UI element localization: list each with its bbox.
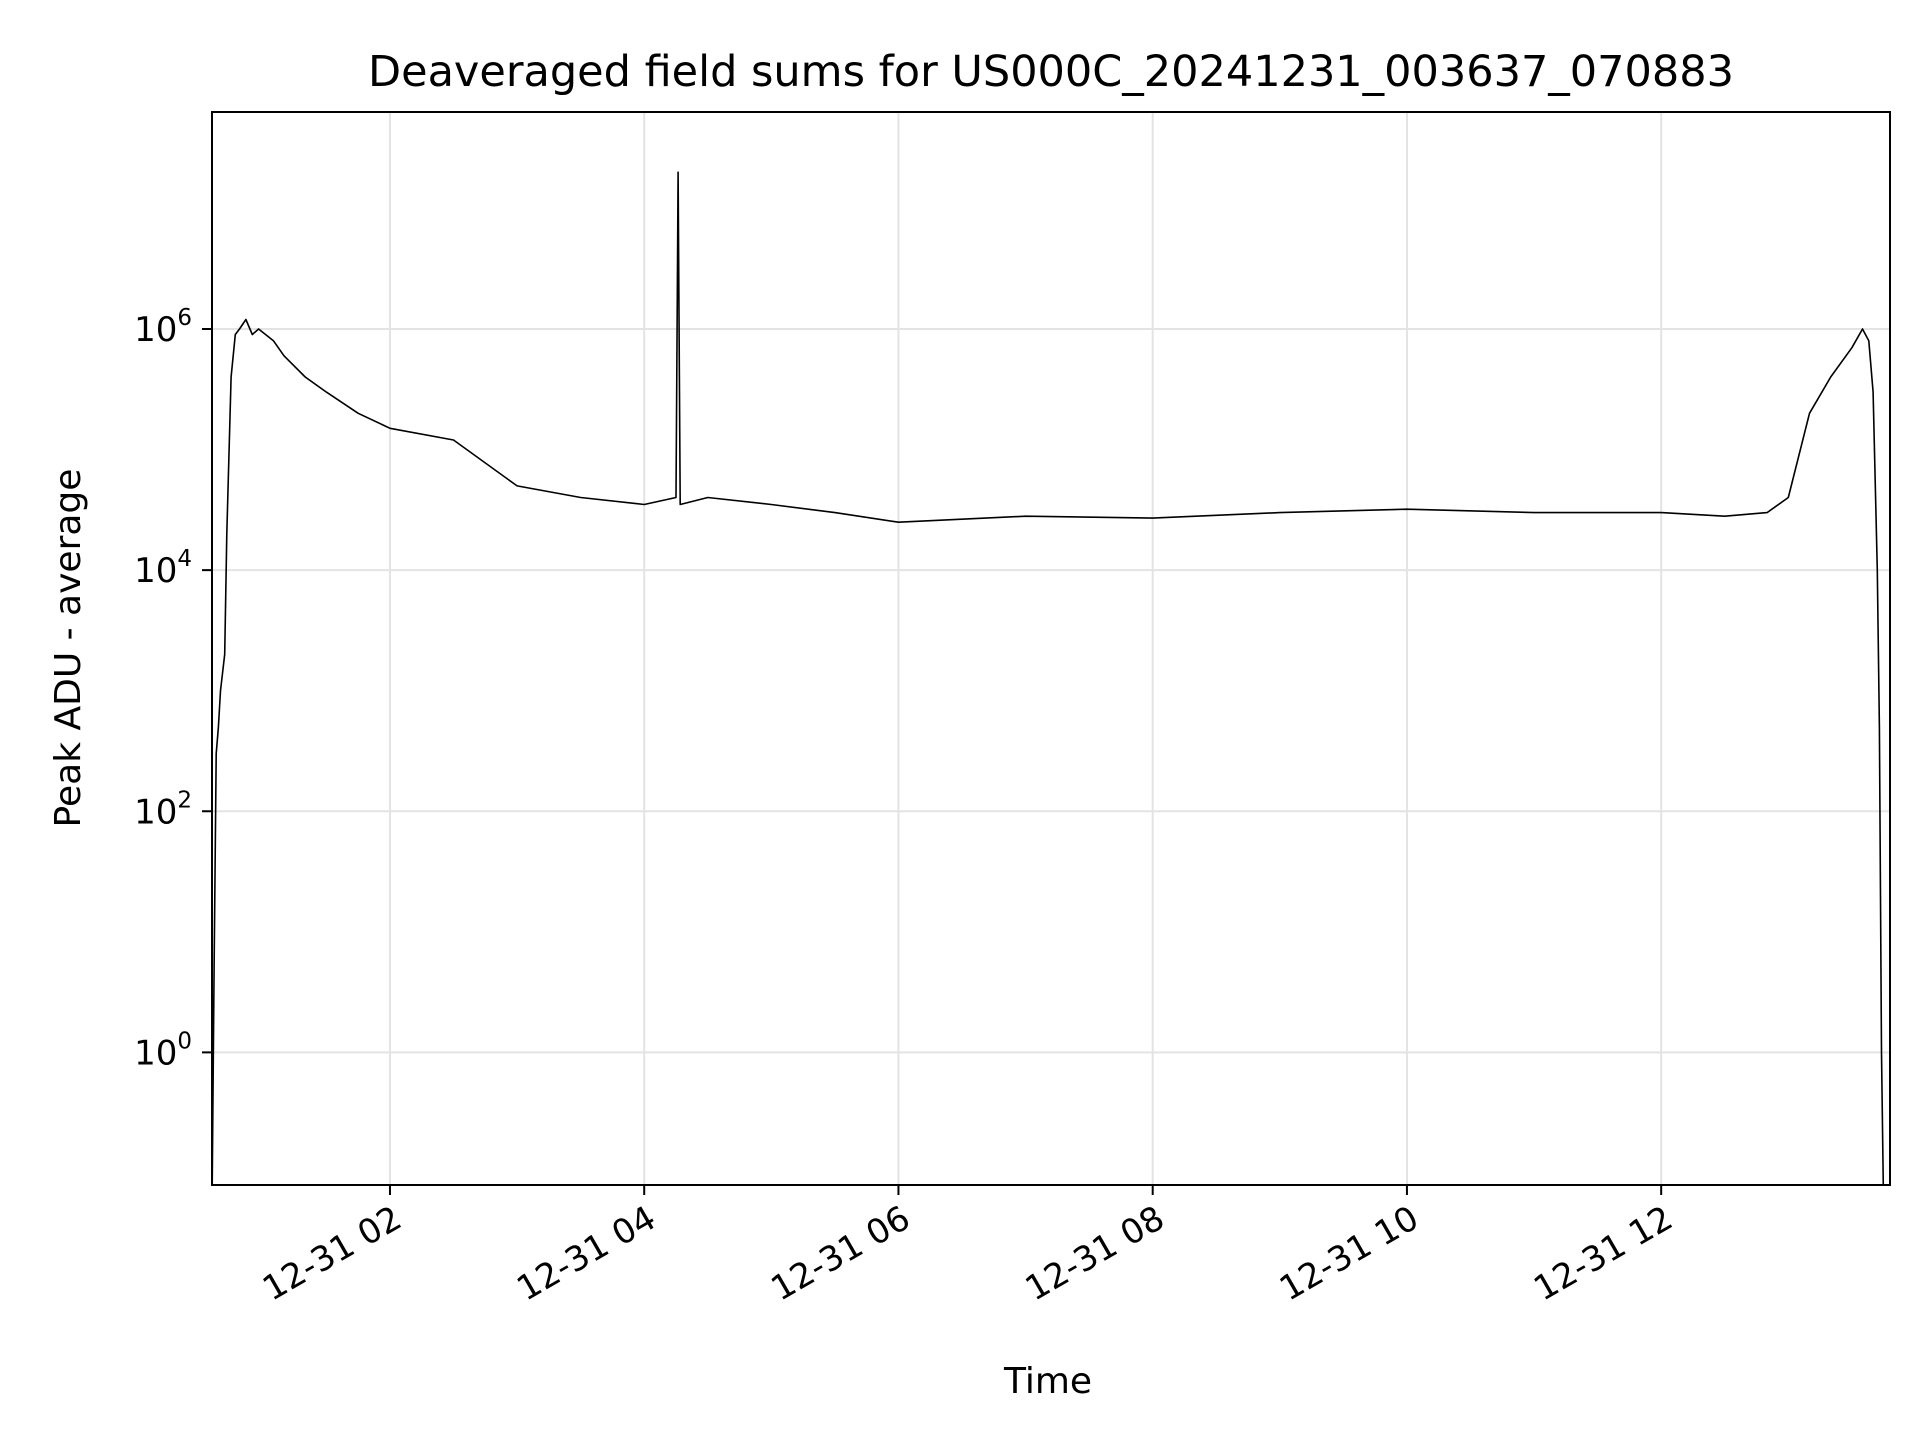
series-layer [212, 171, 1885, 1185]
y-axis: 100 102 104 106 [134, 305, 212, 1073]
y-tick-label: 100 [134, 1028, 192, 1073]
chart-title: Deaveraged field sums for US000C_2024123… [368, 47, 1734, 97]
series-line-0 [212, 171, 1885, 1185]
y-axis-label: Peak ADU - average [48, 469, 89, 828]
y-tick-label: 106 [134, 305, 192, 350]
grid [212, 112, 1890, 1185]
y-tick-label: 104 [134, 546, 192, 591]
y-tick-label: 102 [134, 787, 192, 832]
x-axis-label: Time [1003, 1361, 1092, 1402]
plot-frame [211, 111, 1891, 1186]
